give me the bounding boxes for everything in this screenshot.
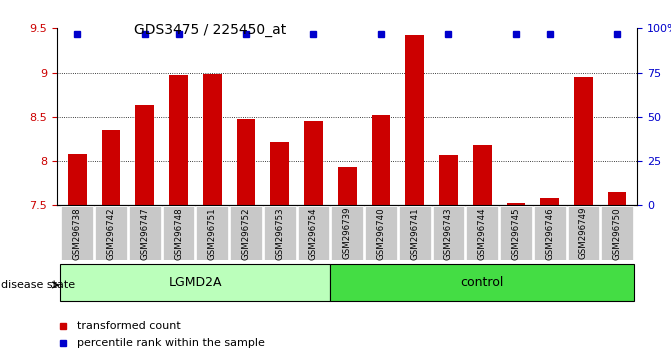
Text: control: control (460, 276, 504, 289)
Bar (331, 206, 363, 259)
Bar (540, 198, 559, 205)
Text: percentile rank within the sample: percentile rank within the sample (77, 338, 265, 348)
Text: GSM296750: GSM296750 (613, 207, 622, 259)
Bar (298, 206, 329, 259)
Text: GSM296745: GSM296745 (511, 207, 521, 259)
Bar (102, 130, 120, 205)
Bar (365, 206, 397, 259)
Text: GSM296746: GSM296746 (546, 207, 554, 259)
Bar (62, 206, 93, 259)
Bar (68, 154, 87, 205)
Text: transformed count: transformed count (77, 321, 181, 331)
Bar (399, 206, 431, 259)
Text: GSM296739: GSM296739 (343, 207, 352, 259)
Bar (129, 206, 160, 259)
Bar (601, 206, 633, 259)
Bar (568, 206, 599, 259)
Bar (466, 206, 498, 259)
Text: GSM296754: GSM296754 (309, 207, 318, 259)
Bar (372, 115, 391, 205)
Text: GSM296743: GSM296743 (444, 207, 453, 259)
Bar (162, 206, 195, 259)
Bar (330, 264, 634, 301)
Bar (136, 105, 154, 205)
Bar (405, 35, 424, 205)
Text: GSM296752: GSM296752 (242, 207, 250, 259)
Text: GSM296741: GSM296741 (410, 207, 419, 259)
Bar (304, 121, 323, 205)
Text: disease state: disease state (1, 280, 75, 290)
Bar (338, 167, 356, 205)
Bar (203, 74, 221, 205)
Bar (440, 155, 458, 205)
Text: GSM296747: GSM296747 (140, 207, 149, 259)
Text: GSM296749: GSM296749 (579, 207, 588, 259)
Bar (264, 206, 296, 259)
Bar (574, 77, 592, 205)
Bar (608, 192, 627, 205)
Text: LGMD2A: LGMD2A (168, 276, 222, 289)
Bar (197, 206, 228, 259)
Bar (237, 119, 255, 205)
Text: GSM296753: GSM296753 (275, 207, 285, 259)
Text: GSM296742: GSM296742 (107, 207, 115, 259)
Bar (433, 206, 464, 259)
Bar (507, 202, 525, 205)
Text: GSM296740: GSM296740 (376, 207, 385, 259)
Bar (534, 206, 566, 259)
Bar (500, 206, 532, 259)
Bar (473, 145, 491, 205)
Bar (270, 142, 289, 205)
Bar (60, 264, 330, 301)
Bar (230, 206, 262, 259)
Text: GSM296751: GSM296751 (208, 207, 217, 259)
Text: GDS3475 / 225450_at: GDS3475 / 225450_at (134, 23, 287, 37)
Bar (169, 75, 188, 205)
Text: GSM296744: GSM296744 (478, 207, 486, 259)
Text: GSM296738: GSM296738 (72, 207, 82, 259)
Bar (95, 206, 127, 259)
Text: GSM296748: GSM296748 (174, 207, 183, 259)
